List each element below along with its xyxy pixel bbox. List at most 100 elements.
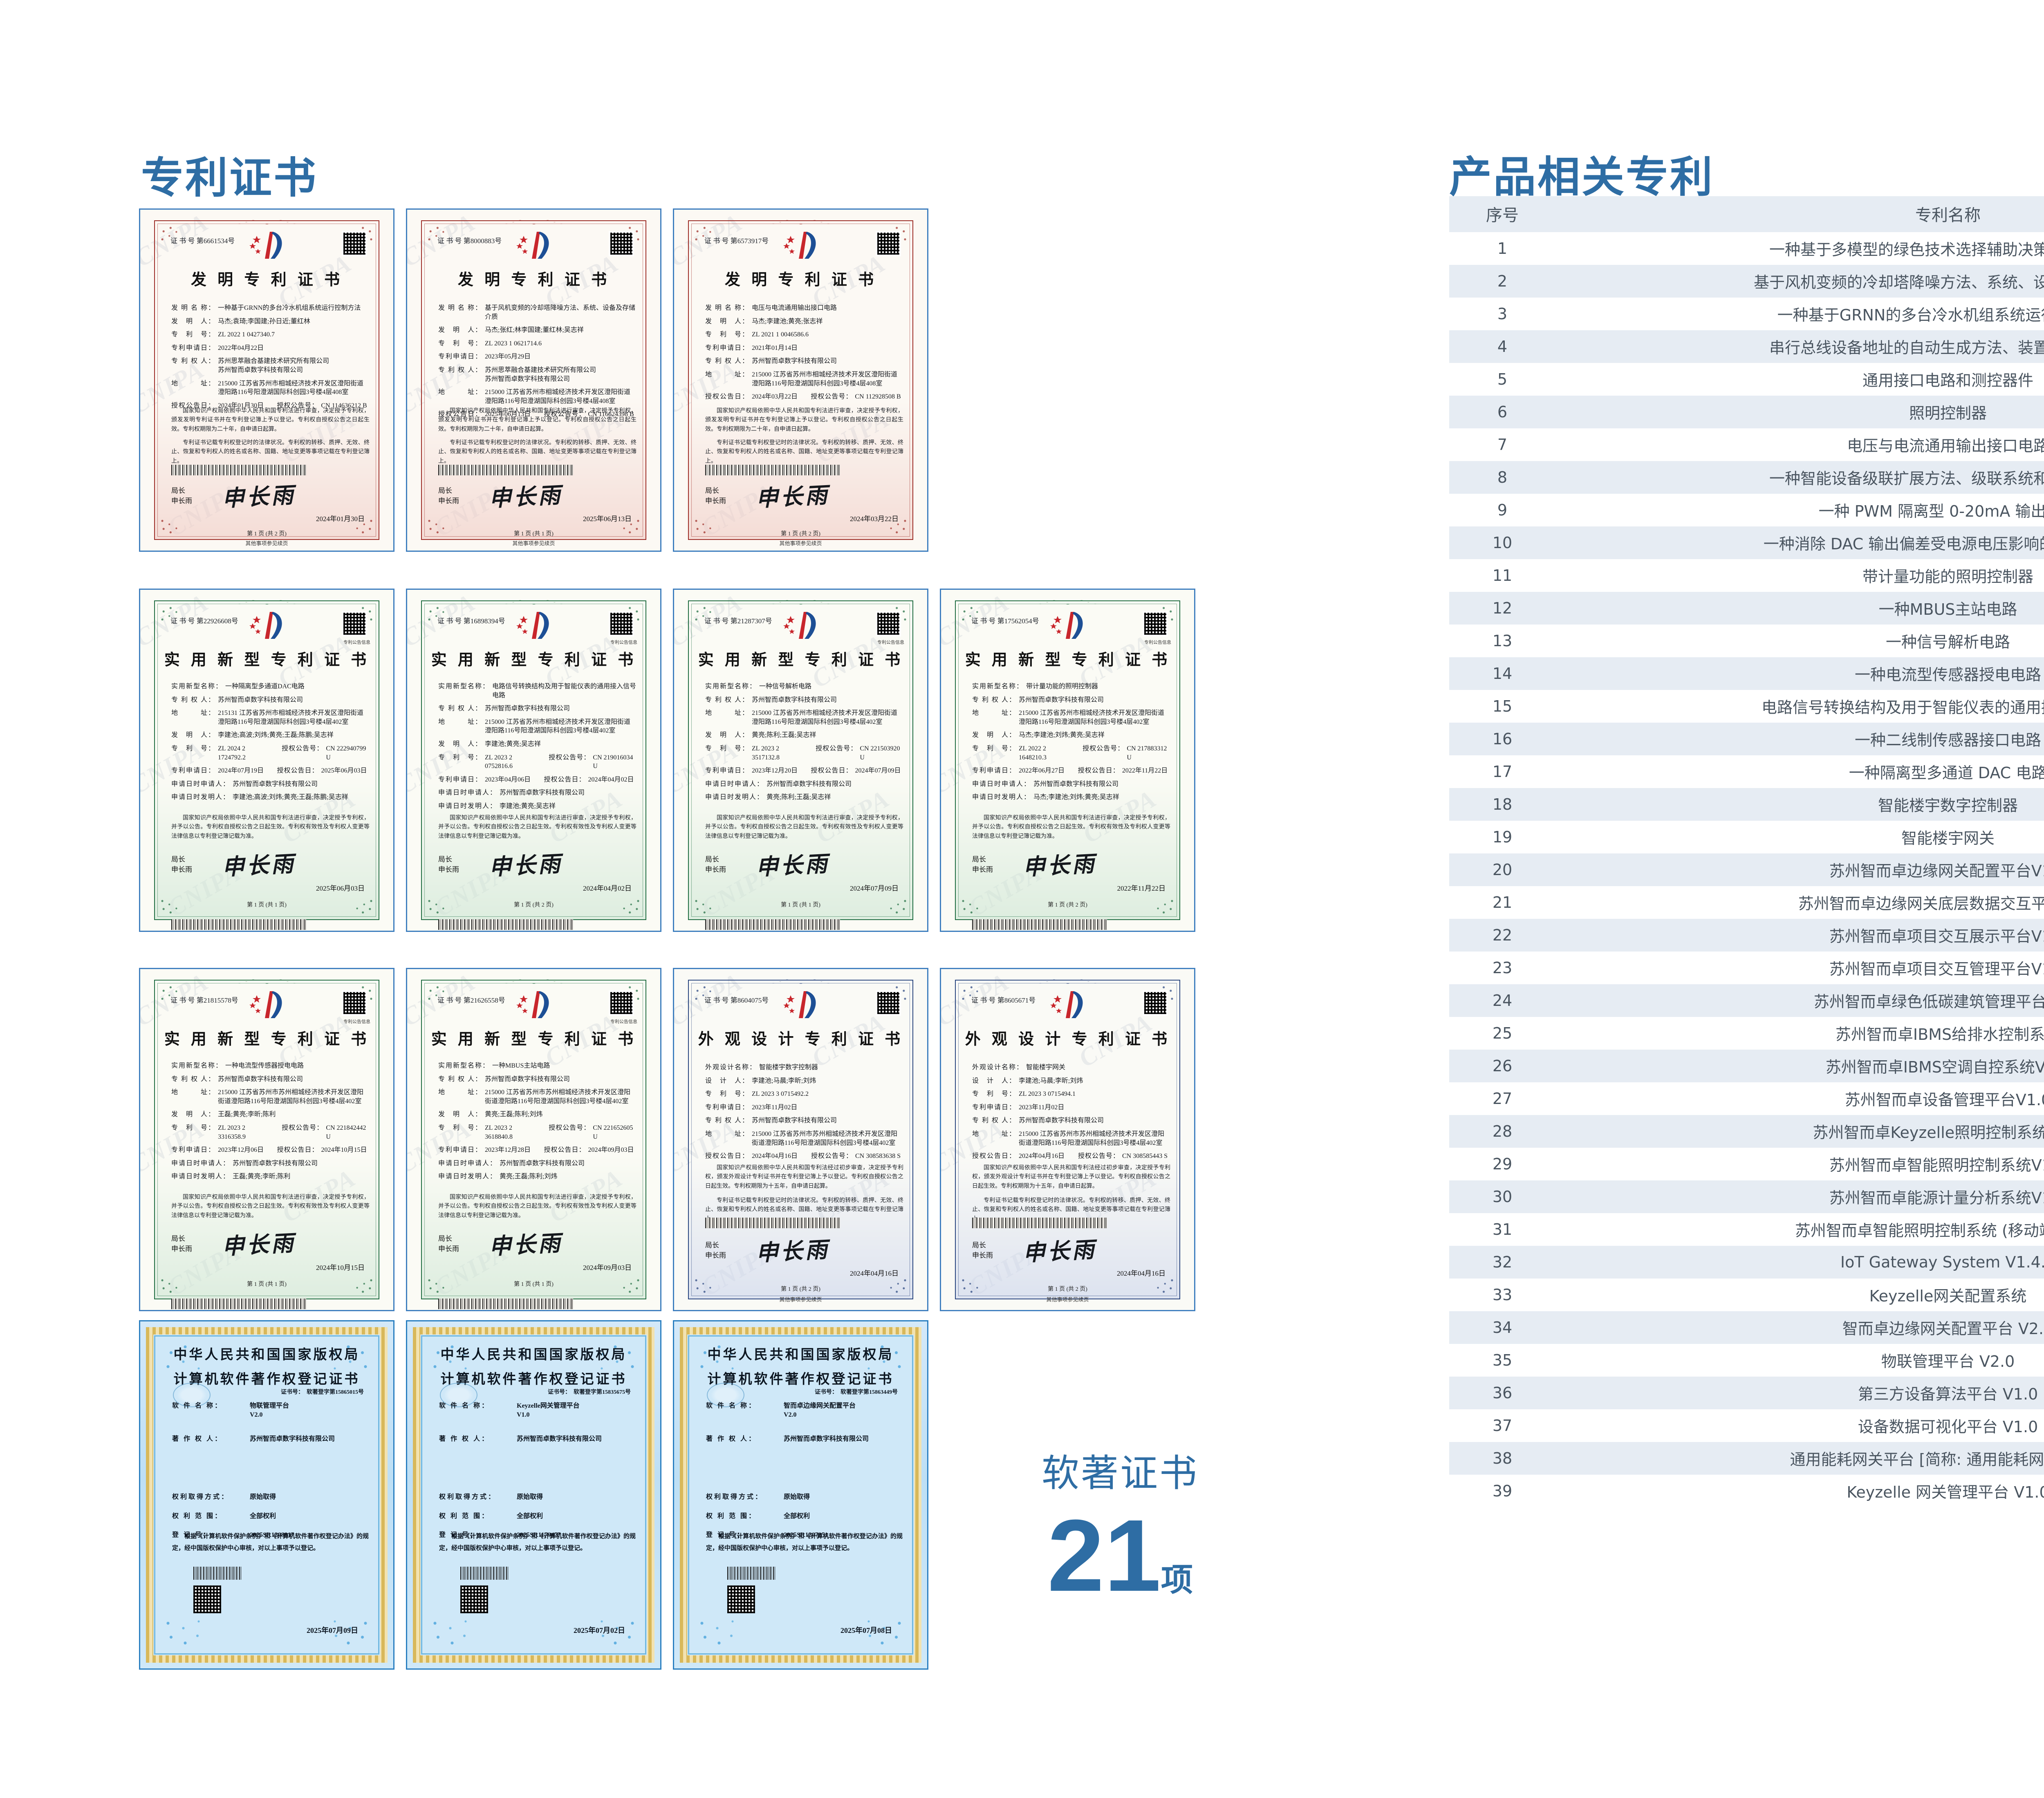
- barcode: [705, 465, 840, 475]
- field-value: 2025SR1207251: [784, 1531, 828, 1538]
- field-value: 2024年04月02日: [588, 776, 634, 783]
- utility-model-patent-certificate[interactable]: CNIPACNIPACNIPA CNIPACNIPA 证 书 号 第229266…: [139, 589, 394, 932]
- table-row[interactable]: 3 一种基于GRNN的多台冷水机组系统运行控制方法 发明: [1449, 298, 2044, 330]
- field-label: 专 利 权 人：: [972, 1117, 1017, 1124]
- acquire-method-field: 权利取得方式： 原始取得: [439, 1493, 636, 1502]
- table-row[interactable]: 18 智能楼宇数字控制器 外观: [1449, 788, 2044, 821]
- acquire-method-field: 权利取得方式： 原始取得: [172, 1493, 369, 1502]
- certificate-field: 申请日时申请人： 苏州智而卓数字科技有限公司: [171, 780, 370, 789]
- field-value: ZL 2021 1 0046586.6: [752, 331, 809, 338]
- certificate-field: 申请日时发明人： 李建池;高波;刘炜;黄亮;王磊;陈鹏;吴志祥: [171, 793, 370, 802]
- table-row[interactable]: 32 IoT Gateway System V1.4.0 软著: [1449, 1246, 2044, 1279]
- software-name-field: 软 件 名 称： 智而卓边缘网关配置平台 V2.0: [706, 1402, 903, 1420]
- table-row[interactable]: 9 一种 PWM 隔离型 0-20mA 输出电路 发明: [1449, 494, 2044, 526]
- table-row[interactable]: 38 通用能耗网关平台 [简称: 通用能耗网关] V2.0 软著: [1449, 1442, 2044, 1475]
- continued-note: 其他事项参见续页: [779, 540, 822, 546]
- table-row[interactable]: 11 带计量功能的照明控制器 实用新型: [1449, 559, 2044, 592]
- continued-note: 其他事项参见续页: [779, 1296, 822, 1303]
- table-row[interactable]: 27 苏州智而卓设备管理平台V1.0 软著: [1449, 1082, 2044, 1115]
- table-row[interactable]: 2 基于风机变频的冷却塔降噪方法、系统、设备及存储介质 发明: [1449, 265, 2044, 298]
- certificate-field: 发 明 名 称： 基于风机变频的冷却塔降噪方法、系统、设备及存储介质: [438, 304, 637, 321]
- ornament-corner-bottom-left: [156, 1608, 217, 1653]
- field-label: 专 利 号：: [972, 745, 1017, 752]
- cell-patent-name: 智能楼宇数字控制器: [1878, 797, 2018, 815]
- table-row[interactable]: 8 一种智能设备级联扩展方法、级联系统和可存储介质 发明: [1449, 461, 2044, 494]
- decorative-border-inner: [154, 1335, 379, 1655]
- field-label: 地 址：: [705, 371, 750, 378]
- table-row[interactable]: 7 电压与电流通用输出接口电路 发明: [1449, 428, 2044, 461]
- table-row[interactable]: 26 苏州智而卓IBMS空调自控系统V1.0 软著: [1449, 1050, 2044, 1082]
- field-value: 2024年10月15日: [321, 1146, 367, 1154]
- certificate-field: 实用新型名称： 一种信号解析电路: [705, 682, 903, 691]
- table-row[interactable]: 12 一种MBUS主站电路 实用新型: [1449, 592, 2044, 625]
- table-row[interactable]: 5 通用接口电路和测控器件 发明: [1449, 363, 2044, 396]
- table-row[interactable]: 21 苏州智而卓边缘网关底层数据交互平台V1.0 软著: [1449, 886, 2044, 919]
- table-row[interactable]: 20 苏州智而卓边缘网关配置平台V1.0 软著: [1449, 853, 2044, 886]
- cell-index: 1: [1497, 239, 1508, 257]
- design-patent-certificate[interactable]: CNIPACNIPACNIPA CNIPACNIPA 证 书 号 第860407…: [673, 968, 928, 1311]
- table-row[interactable]: 24 苏州智而卓绿色低碳建筑管理平台V1.0 软著: [1449, 984, 2044, 1017]
- certificate-inner-frame: [154, 215, 379, 540]
- certificate-inner-frame: [955, 596, 1180, 920]
- table-row[interactable]: 35 物联管理平台 V2.0 软著: [1449, 1344, 2044, 1377]
- table-row[interactable]: 29 苏州智而卓智能照明控制系统V1.0 软著: [1449, 1148, 2044, 1180]
- table-row[interactable]: 1 一种基于多模型的绿色技术选择辅助决策方法和系统 发明: [1449, 232, 2044, 265]
- table-row[interactable]: 30 苏州智而卓能源计量分析系统V1.0 软著: [1449, 1180, 2044, 1213]
- table-row[interactable]: 31 苏州智而卓智能照明控制系统 (移动端) V1.0 软著: [1449, 1213, 2044, 1246]
- certificate-field: 地 址： 215000 江苏省苏州市相城经济技术开发区澄阳街道澄阳路116号阳澄…: [972, 709, 1170, 726]
- field-value: 苏州智而卓数字科技有限公司: [752, 696, 837, 703]
- certificate-inner-frame: [688, 215, 913, 540]
- cell-patent-name: 一种基于GRNN的多台冷水机组系统运行控制方法: [1777, 306, 2044, 324]
- continued-note: 其他事项参见续页: [1046, 1296, 1089, 1303]
- utility-model-patent-certificate[interactable]: CNIPACNIPACNIPA CNIPACNIPA 证 书 号 第218155…: [139, 968, 394, 1311]
- table-header-row: 序号专利名称专利类型: [1449, 196, 2044, 232]
- field-label: 实用新型名称：: [171, 683, 223, 690]
- certificate-field: 申请日时发明人： 李建池;黄亮;吴志祥: [438, 802, 637, 811]
- utility-model-patent-certificate[interactable]: CNIPACNIPACNIPA CNIPACNIPA 证 书 号 第168983…: [406, 589, 661, 932]
- table-row[interactable]: 17 一种隔离型多通道 DAC 电路 实用新型: [1449, 755, 2044, 788]
- invention-patent-certificate[interactable]: CNIPACNIPACNIPA CNIPACNIPA 证 书 号 第666153…: [139, 208, 394, 552]
- field-value: CN 221842442 U: [326, 1124, 366, 1140]
- invention-patent-certificate[interactable]: CNIPACNIPACNIPA CNIPACNIPA 证 书 号 第800088…: [406, 208, 661, 552]
- invention-patent-certificate[interactable]: CNIPACNIPACNIPA CNIPACNIPA 证 书 号 第657391…: [673, 208, 928, 552]
- table-row[interactable]: 36 第三方设备算法平台 V1.0 软著: [1449, 1377, 2044, 1409]
- software-copyright-certificate[interactable]: 中华人民共和国国家版权局 计算机软件著作权登记证书 证书号： 软著登字第1586…: [673, 1320, 928, 1670]
- certificate-row-utility-design: CNIPACNIPACNIPA CNIPACNIPA 证 书 号 第218155…: [139, 968, 1195, 1311]
- table-row[interactable]: 16 一种二线制传感器接口电路 实用新型: [1449, 723, 2044, 755]
- table-row[interactable]: 4 串行总线设备地址的自动生成方法、装置和存储介质 发明: [1449, 330, 2044, 363]
- field-value: ZL 2023 2 0752816.6: [485, 754, 513, 770]
- field-label: 专利申请日：: [972, 767, 1017, 775]
- design-patent-certificate[interactable]: CNIPACNIPACNIPA CNIPACNIPA 证 书 号 第860567…: [940, 968, 1195, 1311]
- table-row[interactable]: 25 苏州智而卓IBMS给排水控制系统 软著: [1449, 1017, 2044, 1050]
- cell-patent-name: 基于风机变频的冷却塔降噪方法、系统、设备及存储介质: [1753, 273, 2044, 291]
- table-row[interactable]: 22 苏州智而卓项目交互展示平台V1.0 软著: [1449, 919, 2044, 952]
- table-row[interactable]: 23 苏州智而卓项目交互管理平台V1.0 软著: [1449, 952, 2044, 984]
- table-row[interactable]: 10 一种消除 DAC 输出偏差受电源电压影响的电路及方法 发明: [1449, 526, 2044, 559]
- table-row[interactable]: 39 Keyzelle 网关管理平台 V1.0 软著: [1449, 1475, 2044, 1507]
- certificate-field: 专利申请日： 2021年01月14日: [705, 344, 903, 353]
- handwritten-signature: 申长雨: [488, 850, 563, 880]
- field-label: 授权公告日：: [972, 1153, 1017, 1160]
- table-row[interactable]: 15 电路信号转换结构及用于智能仪表的通用接入信号电路 实用新型: [1449, 690, 2044, 723]
- issue-date: 2024年04月02日: [583, 884, 632, 892]
- table-row[interactable]: 19 智能楼宇网关 外观: [1449, 821, 2044, 853]
- table-row[interactable]: 28 苏州智而卓Keyzelle照明控制系统V1.0 软著: [1449, 1115, 2044, 1148]
- table-row[interactable]: 6 照明控制器 发明: [1449, 396, 2044, 428]
- utility-model-patent-certificate[interactable]: CNIPACNIPACNIPA CNIPACNIPA 证 书 号 第175620…: [940, 589, 1195, 932]
- field-label: 申请日时申请人：: [171, 780, 231, 788]
- certificate-fields: 实用新型名称： 一种信号解析电路 专 利 权 人： 苏州智而卓数字科技有限公司 …: [705, 682, 903, 806]
- copyright-owner-field: 著 作 权 人： 苏州智而卓数字科技有限公司: [172, 1435, 369, 1444]
- certificate-field: 地 址： 215000 江苏省苏州市苏州相城经济技术开发区澄阳街道澄阳路116号…: [438, 1088, 637, 1106]
- table-row[interactable]: 37 设备数据可视化平台 V1.0 软著: [1449, 1409, 2044, 1442]
- table-row[interactable]: 33 Keyzelle网关配置系统 软著: [1449, 1279, 2044, 1311]
- utility-model-patent-certificate[interactable]: CNIPACNIPACNIPA CNIPACNIPA 证 书 号 第212873…: [673, 589, 928, 932]
- software-copyright-certificate[interactable]: 中华人民共和国国家版权局 计算机软件著作权登记证书 证书号： 软著登字第1583…: [406, 1320, 661, 1670]
- field-value: 2024年01月30日: [218, 402, 264, 409]
- field-label: 专利申请日：: [705, 1104, 750, 1111]
- software-copyright-certificate[interactable]: 中华人民共和国国家版权局 计算机软件著作权登记证书 证书号： 软著登字第1586…: [139, 1320, 394, 1670]
- table-row[interactable]: 13 一种信号解析电路 实用新型: [1449, 625, 2044, 657]
- table-row[interactable]: 34 智而卓边缘网关配置平台 V2.0 软著: [1449, 1311, 2044, 1344]
- utility-model-patent-certificate[interactable]: CNIPACNIPACNIPA CNIPACNIPA 证 书 号 第216265…: [406, 968, 661, 1311]
- certificate-field: 地 址： 215000 江苏省苏州市苏州相城经济技术开发区澄阳街道澄阳路116号…: [705, 1130, 903, 1147]
- table-row[interactable]: 14 一种电流型传感器授电电路 实用新型: [1449, 657, 2044, 690]
